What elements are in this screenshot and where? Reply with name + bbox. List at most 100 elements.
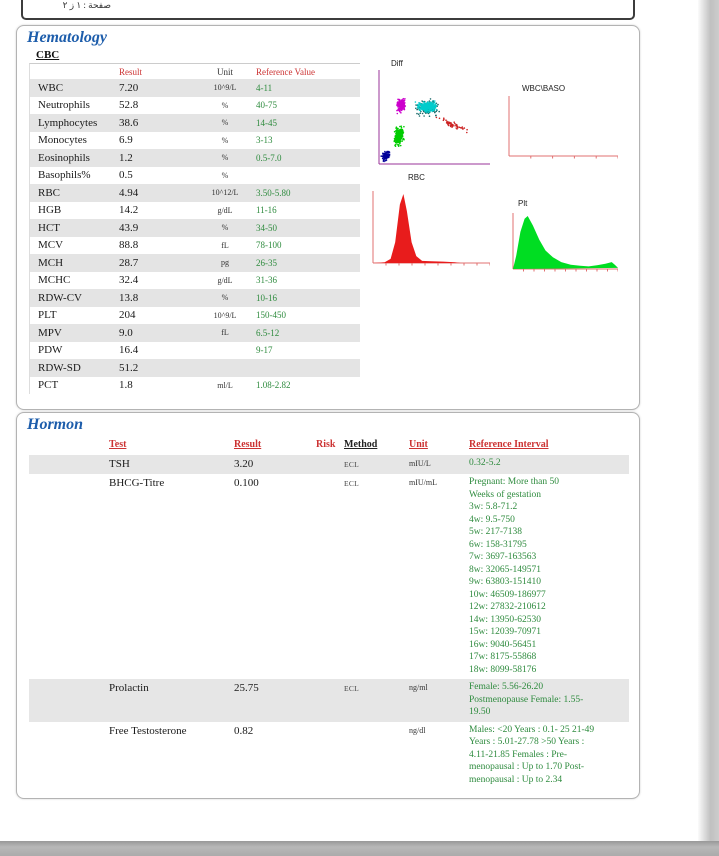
test-reference: 40-75 <box>256 100 277 111</box>
test-result: 14.2 <box>119 204 139 217</box>
test-unit: g/dL <box>217 275 233 285</box>
test-name: Eosinophils <box>38 151 90 164</box>
plt-histogram <box>512 213 619 275</box>
test-method: ECL <box>344 684 360 693</box>
test-unit: % <box>221 100 229 110</box>
bottom-scroll-bar[interactable] <box>0 841 719 856</box>
test-name: HGB <box>38 204 62 217</box>
wbc-baso-chart-title: WBC\BASO <box>522 84 566 93</box>
cbc-table: Result Unit Reference Value WBC 7.20 10^… <box>29 63 360 394</box>
test-unit: 10^9/L <box>213 310 237 320</box>
test-unit: mIU/mL <box>409 478 437 487</box>
test-reference: 14-45 <box>256 117 277 128</box>
test-reference: 31-36 <box>256 275 277 286</box>
column-header-result: Result <box>234 439 262 450</box>
test-name: BHCG-Titre <box>109 477 165 489</box>
test-result: 0.100 <box>234 477 259 489</box>
test-result: 3.20 <box>234 458 254 470</box>
wbc-baso-plot <box>508 96 619 162</box>
test-unit: % <box>221 293 229 303</box>
table-row: MCHC 32.4 g/dL 31-36 <box>30 272 360 290</box>
diff-chart-title: Diff <box>391 59 403 68</box>
test-unit: % <box>221 170 229 180</box>
test-result: 4.94 <box>119 186 139 199</box>
rbc-histogram-title: RBC <box>408 173 425 182</box>
test-name: RDW-CV <box>38 291 82 304</box>
hematology-panel: Hematology CBC Result Unit Reference Val… <box>16 25 640 410</box>
test-result: 16.4 <box>119 344 139 357</box>
test-reference: 3-13 <box>256 135 273 146</box>
test-reference: 78-100 <box>256 240 282 251</box>
test-result: 1.8 <box>119 379 133 392</box>
test-reference-interval: 0.32-5.2 <box>469 458 501 468</box>
test-result: 32.4 <box>119 274 139 287</box>
hormone-table-body: TSH 3.20 ECL mIU/L 0.32-5.2 BHCG-Titre 0… <box>29 455 629 789</box>
test-reference-interval: Female: 5.56-26.20 Postmenopause Female:… <box>469 682 584 717</box>
test-name: Free Testosterone <box>109 724 187 737</box>
test-unit: ng/ml <box>409 683 428 692</box>
table-row: PDW 16.4 9-17 <box>30 342 360 360</box>
test-name: PLT <box>38 309 57 322</box>
test-result: 0.5 <box>119 169 133 182</box>
test-result: 7.20 <box>119 81 139 94</box>
column-header-unit: Unit <box>216 66 233 77</box>
hematology-title: Hematology <box>27 29 107 46</box>
table-row: PLT 204 10^9/L 150-450 <box>30 307 360 325</box>
test-name: Monocytes <box>38 134 87 147</box>
table-row: BHCG-Titre 0.100 ECL mIU/mL Pregnant: Mo… <box>29 474 629 679</box>
test-unit: % <box>221 135 229 145</box>
test-name: MCH <box>38 256 64 269</box>
test-name: PCT <box>38 379 59 392</box>
rbc-histogram <box>372 191 491 269</box>
test-result: 6.9 <box>119 134 133 147</box>
table-row: MCH 28.7 pg 26-35 <box>30 254 360 272</box>
column-header-method: Method <box>344 439 378 450</box>
column-header-unit: Unit <box>409 439 428 450</box>
table-row: RBC 4.94 10^12/L 3.50-5.80 <box>30 184 360 202</box>
test-result: 88.8 <box>119 239 139 252</box>
test-name: MCHC <box>38 274 71 287</box>
test-result: 204 <box>119 309 136 322</box>
plt-histogram-title: Plt <box>518 199 528 208</box>
test-reference-interval: Males: <20 Years : 0.1- 25 21-49 Years :… <box>469 724 595 785</box>
table-row: HGB 14.2 g/dL 11-16 <box>30 202 360 220</box>
test-reference: 150-450 <box>256 310 286 321</box>
test-reference: 26-35 <box>256 257 277 268</box>
table-row: Lymphocytes 38.6 % 14-45 <box>30 114 360 132</box>
test-reference: 0.5-7.0 <box>256 152 282 163</box>
column-header-reference: Reference Interval <box>469 439 549 450</box>
test-unit: % <box>221 118 229 128</box>
test-reference: 34-50 <box>256 222 277 233</box>
table-row: Prolactin 25.75 ECL ng/ml Female: 5.56-2… <box>29 679 629 722</box>
test-reference: 9-17 <box>256 345 273 356</box>
cbc-table-body: WBC 7.20 10^9/L 4-11 Neutrophils 52.8 % … <box>30 79 360 394</box>
test-unit: fL <box>221 328 229 338</box>
test-unit: % <box>221 153 229 163</box>
test-result: 52.8 <box>119 99 139 112</box>
test-result: 9.0 <box>119 326 133 339</box>
test-unit: pg <box>221 258 229 268</box>
test-name: Prolactin <box>109 682 149 694</box>
test-unit: ng/dl <box>409 725 426 735</box>
column-header-risk: Risk <box>316 439 336 450</box>
test-result: 13.8 <box>119 291 139 304</box>
test-name: Basophils% <box>38 169 91 182</box>
page-edge-shadow <box>698 0 719 841</box>
table-row: PCT 1.8 ml/L 1.08-2.82 <box>30 377 360 395</box>
test-reference-interval: Pregnant: More than 50 Weeks of gestatio… <box>469 477 559 675</box>
table-row: MCV 88.8 fL 78-100 <box>30 237 360 255</box>
test-unit: mIU/L <box>409 459 431 468</box>
table-row: Eosinophils 1.2 % 0.5-7.0 <box>30 149 360 167</box>
test-result: 0.82 <box>234 724 254 737</box>
test-name: RBC <box>38 186 61 199</box>
test-result: 51.2 <box>119 361 139 374</box>
test-unit: 10^12/L <box>211 188 239 198</box>
table-row: Neutrophils 52.8 % 40-75 <box>30 97 360 115</box>
cbc-table-header: Result Unit Reference Value <box>30 64 360 79</box>
test-unit: 10^9/L <box>213 83 237 93</box>
test-unit: % <box>221 223 229 233</box>
test-name: MPV <box>38 326 62 339</box>
hormone-table-header: Test Result Risk Method Unit Reference I… <box>29 439 629 453</box>
test-unit: g/dL <box>217 205 233 215</box>
test-reference: 11-16 <box>256 205 277 216</box>
